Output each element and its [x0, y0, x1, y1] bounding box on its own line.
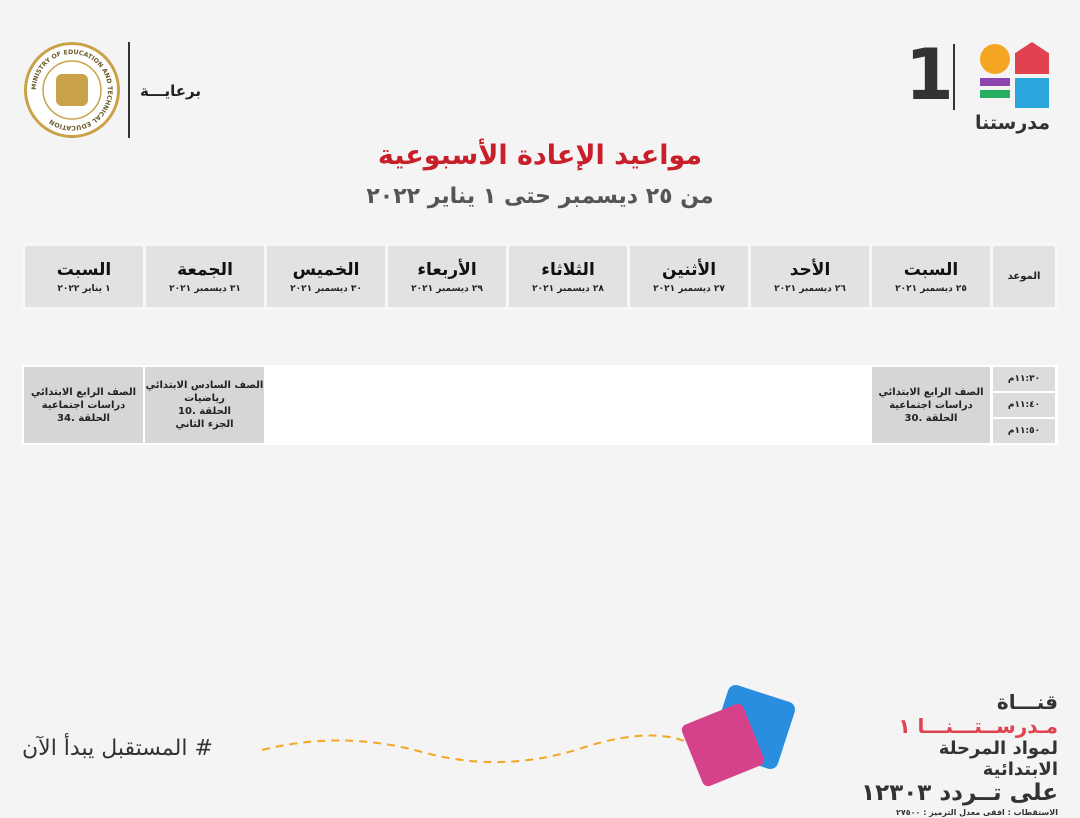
time-slot: ١١:٥٠م	[993, 419, 1055, 443]
brand-number: 1	[905, 34, 954, 116]
day-header: الجمعة ٣١ ديسمبر ٢٠٢١	[146, 246, 264, 307]
day-header: الخميس ٣٠ ديسمبر ٢٠٢١	[267, 246, 385, 307]
day-header: السبت ٢٥ ديسمبر ٢٠٢١	[872, 246, 990, 307]
time-slot: ١١:٣٠م	[993, 367, 1055, 391]
hashtag: # المستقبل يبدأ الآن	[22, 736, 213, 761]
purple-bar-icon	[980, 78, 1010, 86]
dashed-line	[262, 734, 702, 764]
brand-logo: 1 مدرستنا	[905, 34, 1055, 140]
circle-icon	[980, 44, 1010, 74]
page-subtitle: من ٢٥ ديسمبر حتى ١ يناير ٢٠٢٢	[366, 184, 714, 209]
sponsor-label: برعايـــة	[140, 82, 201, 100]
day-header: الثلاثاء ٢٨ ديسمبر ٢٠٢١	[509, 246, 627, 307]
program-cell-fri-dec31: الصف السادس الابتدائي رياضيات الحلقة .10 ال…	[145, 367, 264, 443]
brand-name: مدرستنا	[975, 112, 1051, 134]
green-bar-icon	[980, 90, 1010, 98]
time-slot: ١١:٤٠م	[993, 393, 1055, 417]
house-icon	[1015, 42, 1049, 74]
page-title: مواعيد الإعادة الأسبوعية	[377, 140, 703, 171]
channel-info: قنـــاة مـدرســتـــنـــا ١ لمواد المرحلة…	[861, 690, 1058, 817]
eagle-emblem-icon	[56, 74, 88, 106]
program-cell-sat-dec25: الصف الرابع الابتدائي دراسات اجتماعية الحل…	[872, 367, 990, 443]
day-header: الأحد ٢٦ ديسمبر ٢٠٢١	[751, 246, 869, 307]
brand-divider	[953, 44, 955, 110]
blue-block-icon	[1015, 78, 1049, 108]
ministry-logo: MINISTRY OF EDUCATION AND TECHNICAL EDUC…	[24, 42, 120, 138]
time-header: الموعد	[993, 246, 1055, 307]
day-header: السبت ١ يناير ٢٠٢٢	[25, 246, 143, 307]
divider	[128, 42, 130, 138]
program-cell-sat-jan1: الصف الرابع الابتدائي دراسات اجتماعية الحل…	[24, 367, 143, 443]
day-header: الأربعاء ٢٩ ديسمبر ٢٠٢١	[388, 246, 506, 307]
day-header: الأثنين ٢٧ ديسمبر ٢٠٢١	[630, 246, 748, 307]
